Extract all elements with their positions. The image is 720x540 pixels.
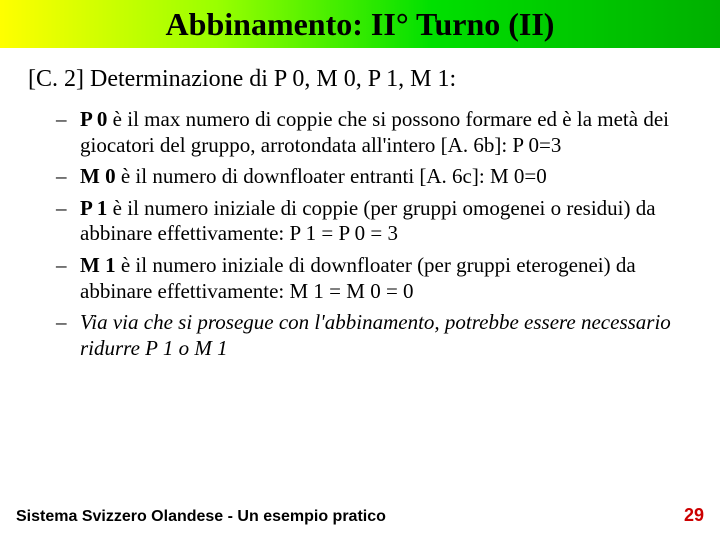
page-number: 29	[684, 505, 704, 526]
rule-reference: [C. 2]	[28, 66, 84, 92]
bullet-lead: M 0	[80, 164, 116, 188]
slide-footer: Sistema Svizzero Olandese - Un esempio p…	[0, 505, 720, 526]
bullet-lead: M 1	[80, 253, 116, 277]
footer-subtitle: Sistema Svizzero Olandese - Un esempio p…	[16, 508, 386, 526]
slide-content: [C. 2] Determinazione di P 0, M 0, P 1, …	[0, 48, 720, 361]
section-heading: [C. 2] Determinazione di P 0, M 0, P 1, …	[28, 66, 692, 93]
bullet-item: P 1 è il numero iniziale di coppie (per …	[80, 196, 692, 247]
bullet-lead: P 0	[80, 107, 107, 131]
bullet-list: P 0 è il max numero di coppie che si pos…	[28, 107, 692, 361]
bullet-item: P 0 è il max numero di coppie che si pos…	[80, 107, 692, 158]
bullet-text: è il numero iniziale di coppie (per grup…	[80, 196, 656, 246]
bullet-item: M 1 è il numero iniziale di downfloater …	[80, 253, 692, 304]
bullet-text: è il numero iniziale di downfloater (per…	[80, 253, 636, 303]
bullet-text: Via via che si prosegue con l'abbinament…	[80, 310, 671, 360]
bullet-text: è il max numero di coppie che si possono…	[80, 107, 669, 157]
bullet-lead: P 1	[80, 196, 107, 220]
slide-title: Abbinamento: II° Turno (II)	[166, 6, 555, 43]
bullet-item: M 0 è il numero di downfloater entranti …	[80, 164, 692, 190]
title-bar: Abbinamento: II° Turno (II)	[0, 0, 720, 48]
bullet-text: è il numero di downfloater entranti [A. …	[116, 164, 547, 188]
heading-text: Determinazione di P 0, M 0, P 1, M 1:	[84, 66, 456, 92]
bullet-item: Via via che si prosegue con l'abbinament…	[80, 310, 692, 361]
